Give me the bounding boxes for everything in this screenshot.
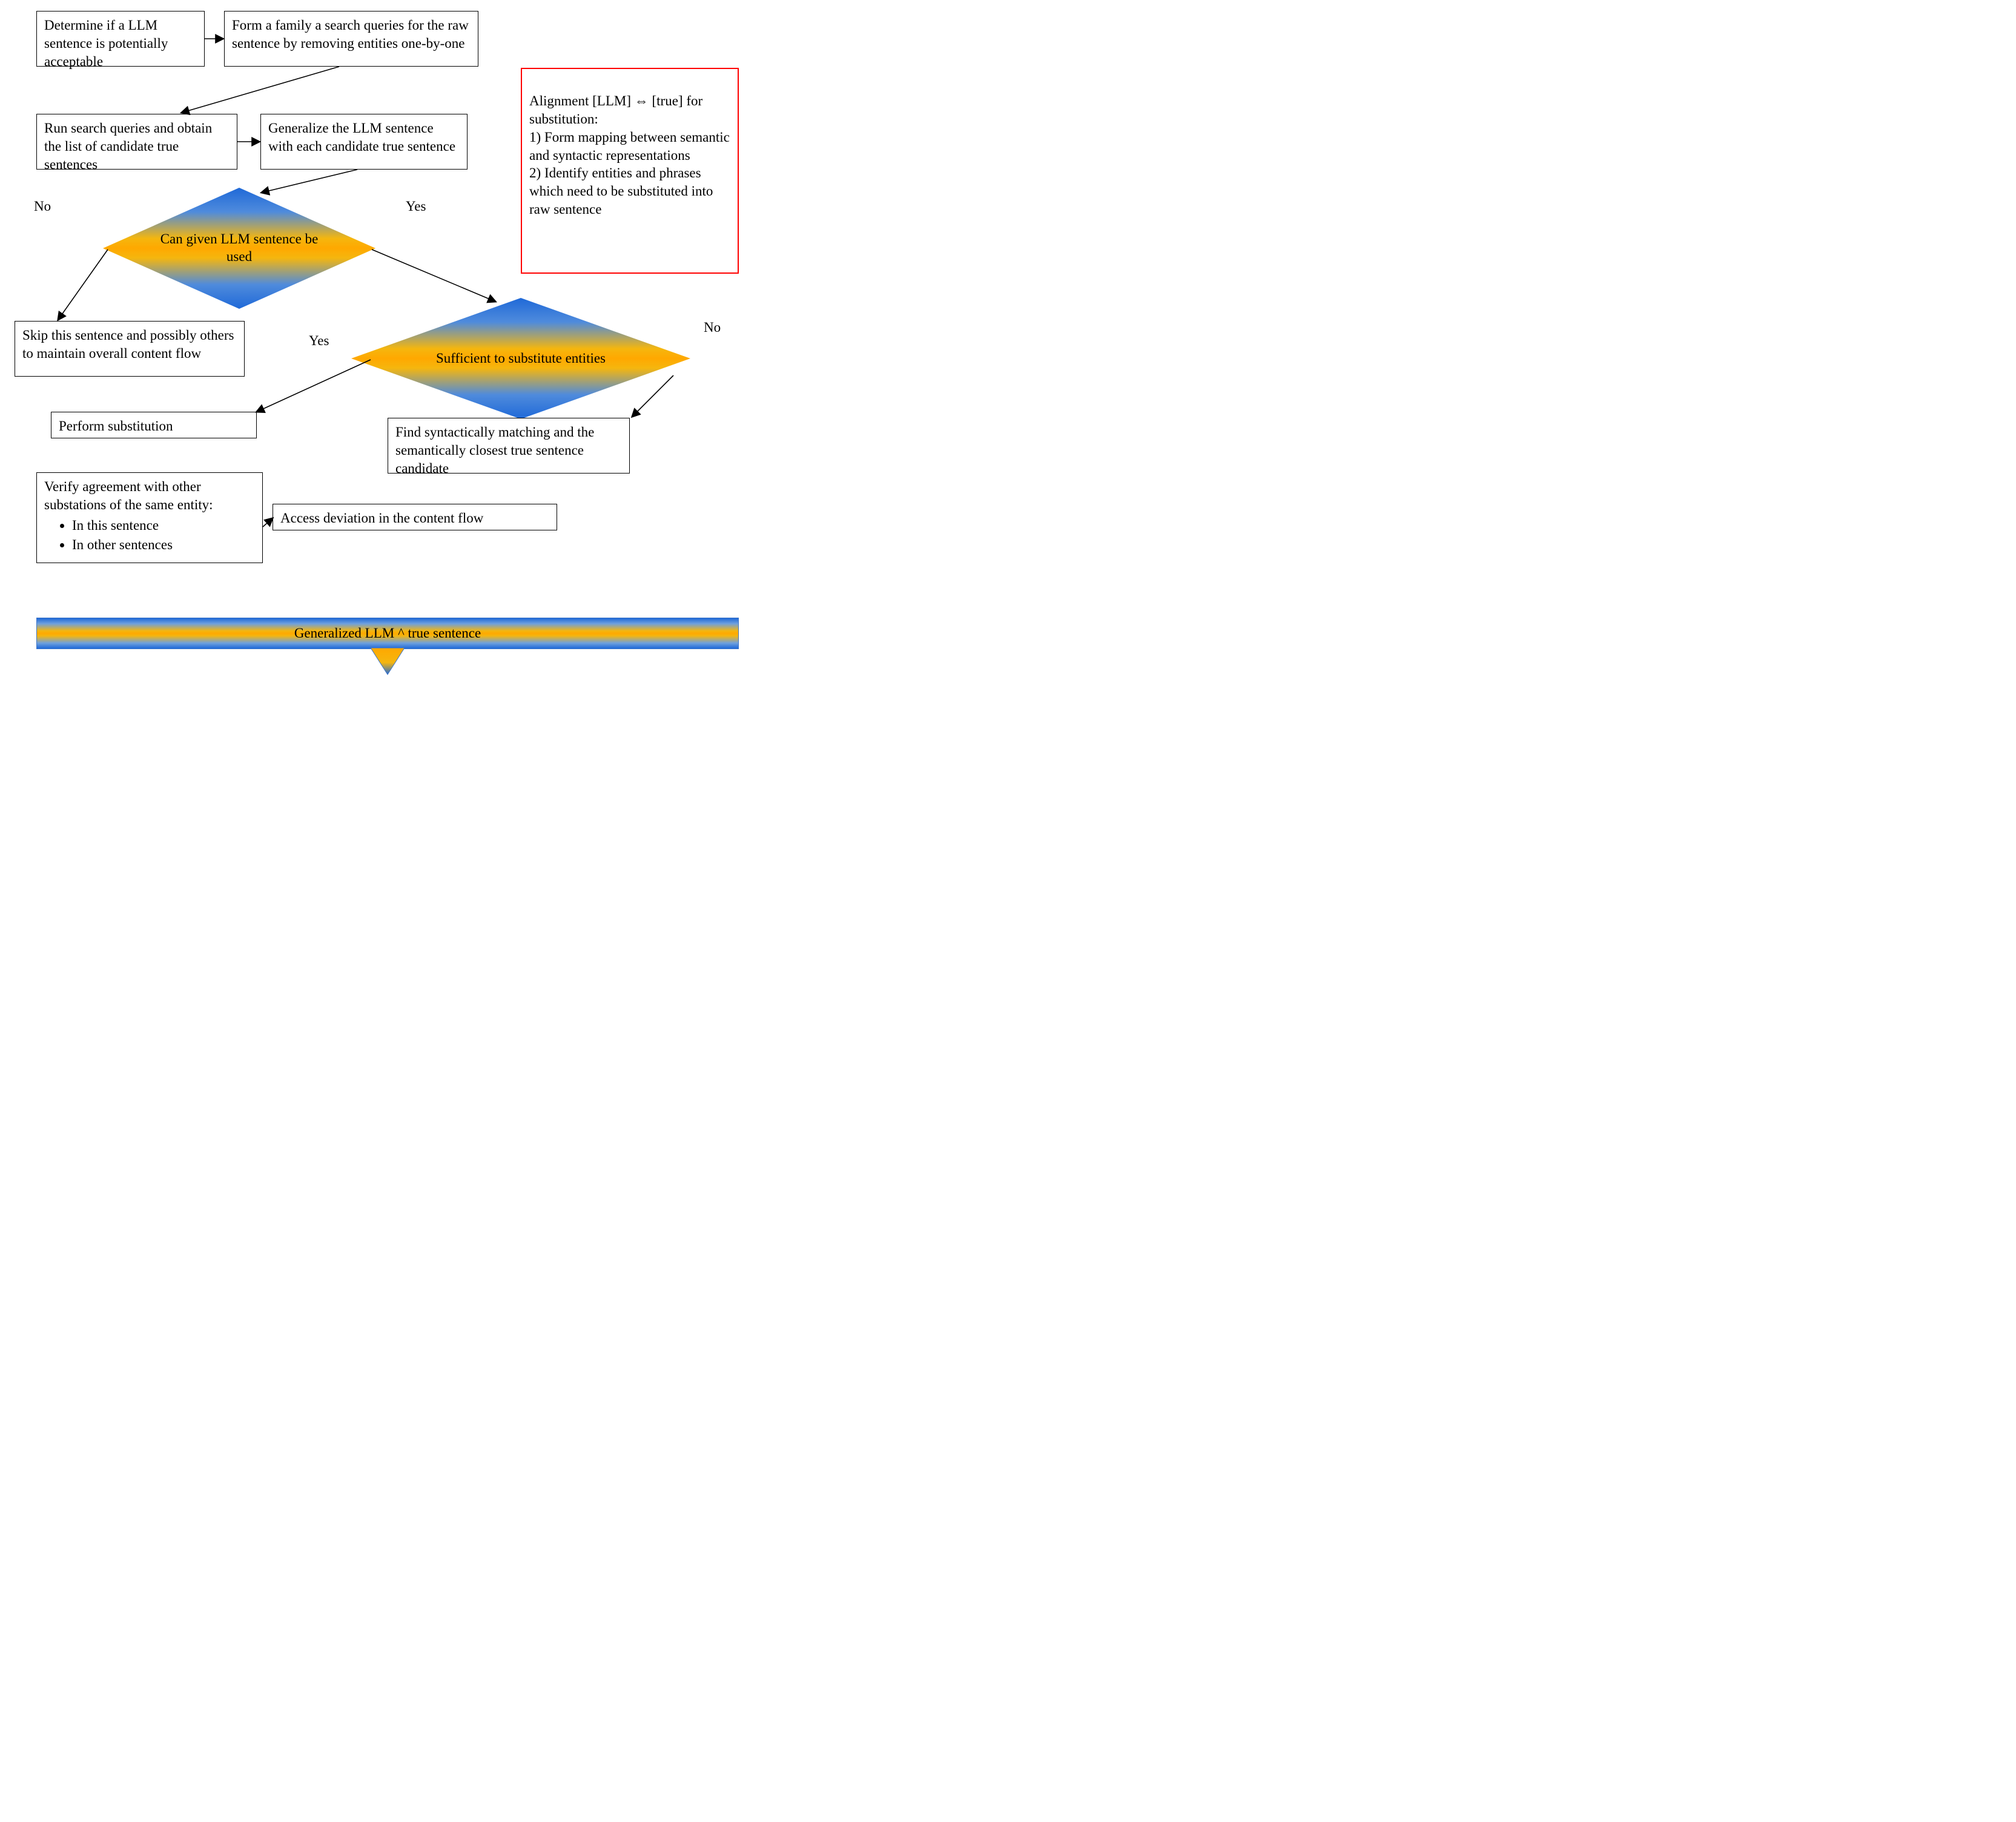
box-text: Access deviation in the content flow [280,510,483,526]
box-text: Alignment [LLM] ⇔ [true] for substitutio… [529,93,730,217]
bullet-list: In this sentence In other sentences [44,517,255,554]
box-run-queries: Run search queries and obtain the list o… [36,114,237,170]
box-verify-agreement: Verify agreement with other substations … [36,472,263,563]
box-text: Form a family a search queries for the r… [232,18,469,51]
decision-can-sentence-be-used: Can given LLM sentence be used [103,188,375,309]
box-text: Verify agreement with other substations … [44,479,213,512]
box-text: Generalize the LLM sentence with each ca… [268,120,455,154]
decision-text: Sufficient to substitute entities [351,298,690,419]
box-text: Find syntactically matching and the sema… [395,424,594,476]
box-text: Run search queries and obtain the list o… [44,120,212,172]
label-yes: Yes [309,333,329,349]
bullet-item: In other sentences [72,536,255,554]
box-text: Determine if a LLM sentence is potential… [44,18,168,69]
box-access-deviation: Access deviation in the content flow [273,504,557,530]
flowchart-canvas: Determine if a LLM sentence is potential… [0,0,775,702]
label-no: No [704,320,721,335]
banner-down-arrow-icon [371,648,405,676]
box-perform-substitution: Perform substitution [51,412,257,438]
banner-generalized-sentence: Generalized LLM ^ true sentence [36,618,739,649]
box-form-queries: Form a family a search queries for the r… [224,11,478,67]
bullet-item: In this sentence [72,517,255,535]
label-yes: Yes [406,199,426,214]
decision-sufficient-substitute: Sufficient to substitute entities [351,298,690,419]
box-alignment-instructions: Alignment [LLM] ⇔ [true] for substitutio… [521,68,739,274]
box-find-closest-candidate: Find syntactically matching and the sema… [388,418,630,474]
box-generalize: Generalize the LLM sentence with each ca… [260,114,468,170]
box-skip-sentence: Skip this sentence and possibly others t… [15,321,245,377]
box-text: Perform substitution [59,418,173,434]
box-text: Skip this sentence and possibly others t… [22,328,234,361]
label-no: No [34,199,51,214]
banner-text: Generalized LLM ^ true sentence [294,625,481,641]
box-determine-acceptable: Determine if a LLM sentence is potential… [36,11,205,67]
decision-text: Can given LLM sentence be used [103,188,375,309]
